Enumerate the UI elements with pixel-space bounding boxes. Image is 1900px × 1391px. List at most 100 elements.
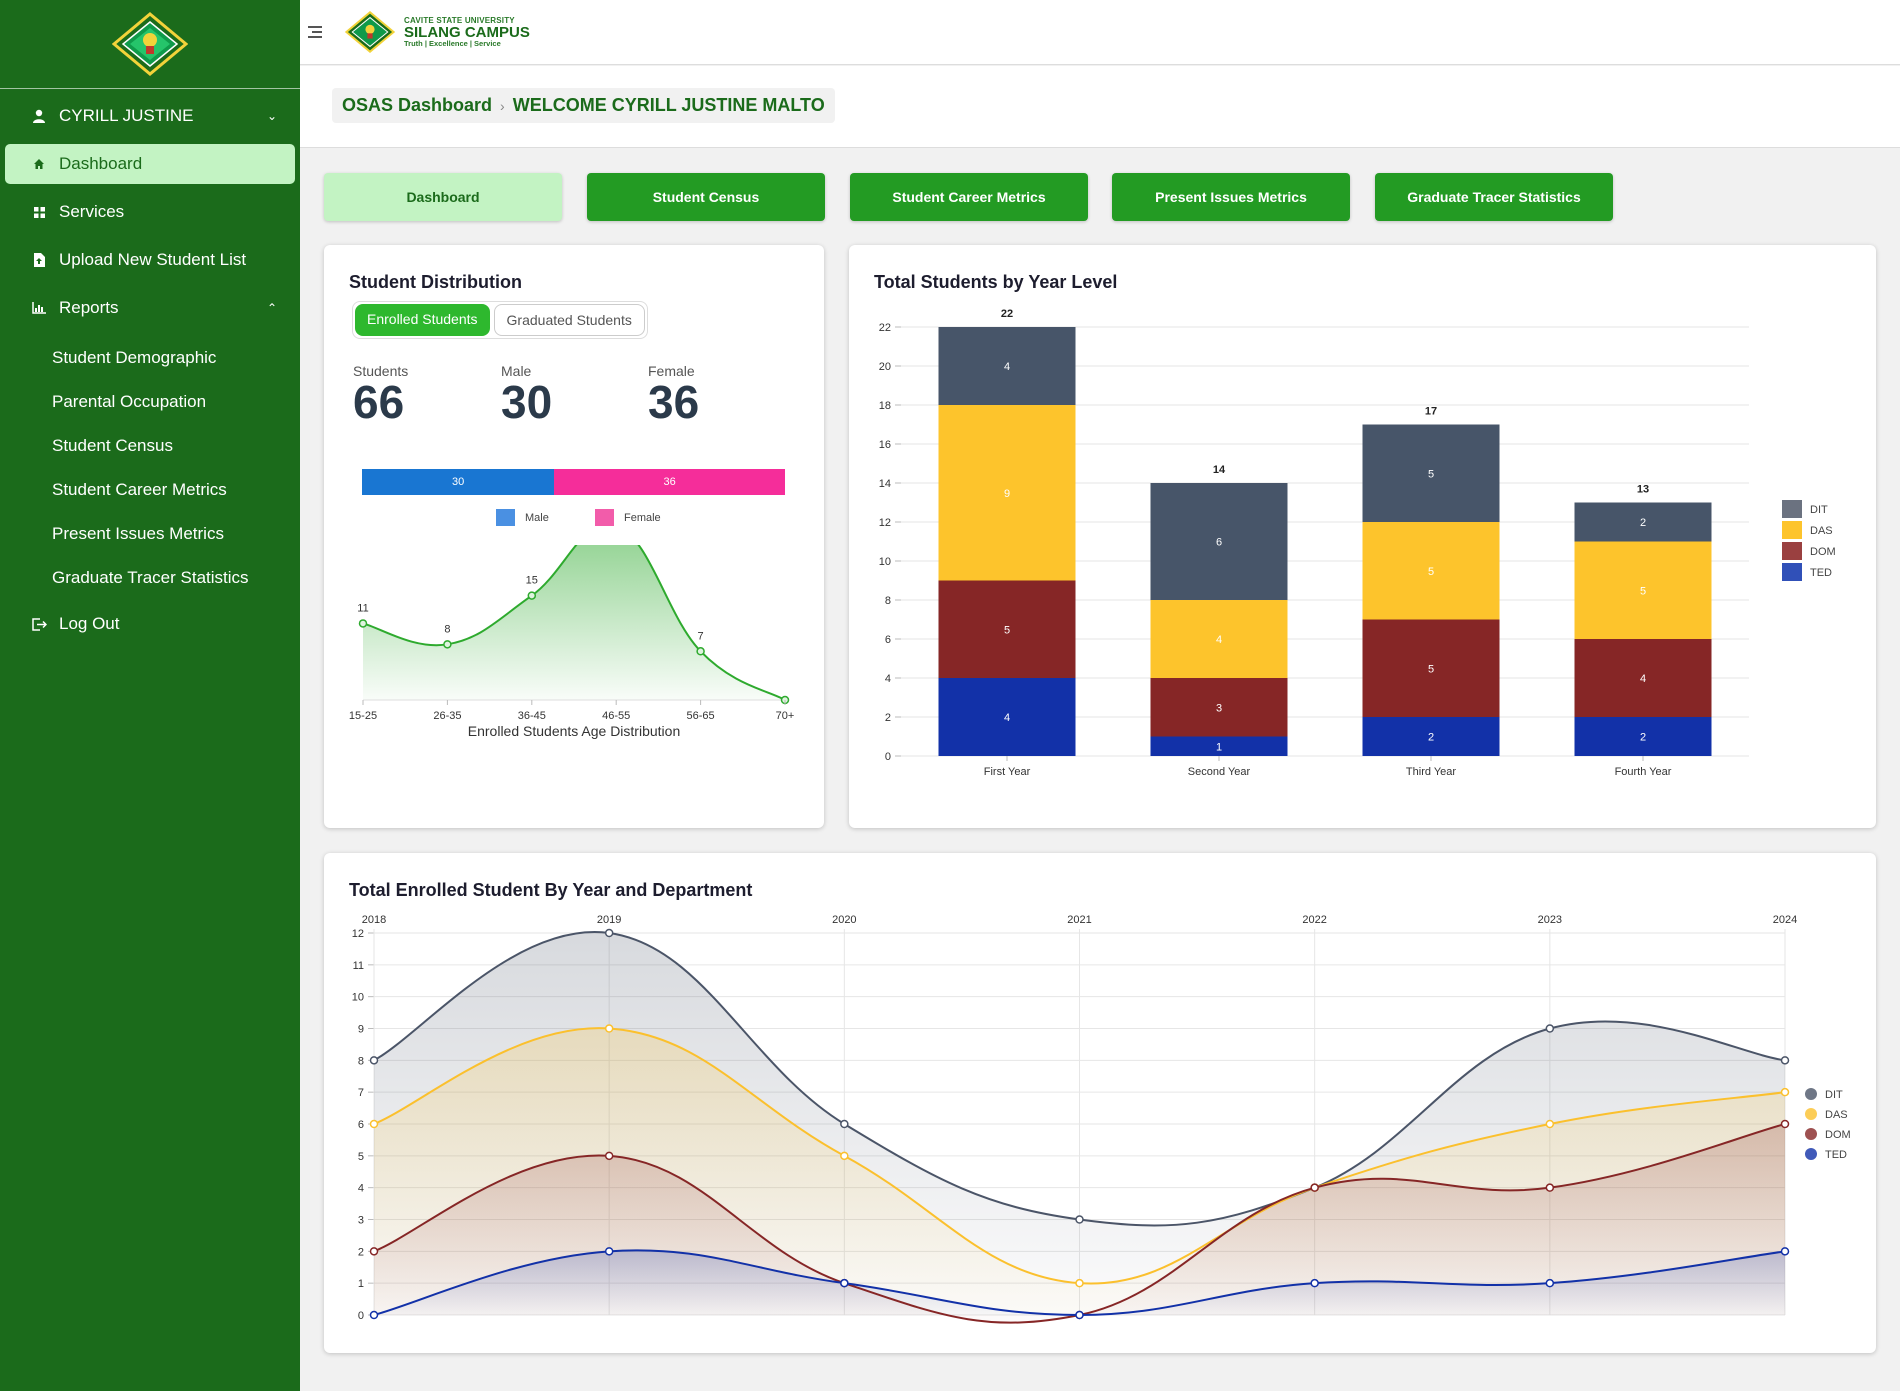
chevron-up-icon: ⌃ [266, 301, 277, 315]
data-point [604, 1247, 614, 1256]
menu-toggle-icon[interactable] [308, 23, 326, 41]
bar-segment-ted [1362, 717, 1500, 756]
bar-segment-ted [1574, 717, 1712, 756]
x-tick-label: 26-35 [433, 710, 461, 722]
brand-text: CAVITE STATE UNIVERSITY SILANG CAMPUS Tr… [404, 16, 530, 48]
data-point [1545, 1119, 1555, 1129]
data-label: 15 [526, 575, 538, 587]
bar-segment-dit [938, 327, 1076, 405]
legend-male[interactable]: Male [496, 509, 549, 526]
y-tick-label: 4 [358, 1183, 364, 1195]
legend-label: DIT [1825, 1089, 1843, 1101]
motto: Truth | Excellence | Service [404, 38, 501, 48]
legend-label: TED [1825, 1149, 1847, 1161]
bar-segment-dom [1150, 678, 1288, 737]
submenu-parental-occupation[interactable]: Parental Occupation [52, 392, 207, 411]
card-title: Student Distribution [349, 272, 522, 292]
x-tick-label: 2021 [1067, 914, 1091, 926]
students-stat: Students 66 [353, 363, 408, 425]
tab-present-issues-metrics[interactable]: Present Issues Metrics [1112, 173, 1350, 221]
y-tick-label: 1 [358, 1278, 364, 1290]
student-distribution-card: Student Distribution Enrolled Students G… [324, 245, 824, 828]
stat-label: Students [353, 363, 409, 379]
submenu-student-census[interactable]: Student Census [52, 436, 173, 455]
sidebar-item-services[interactable]: Services [5, 192, 295, 232]
segment-label: 5 [1428, 663, 1434, 675]
breadcrumb-root[interactable]: OSAS Dashboard [342, 95, 493, 115]
file-upload-icon [29, 253, 49, 267]
y-tick-label: 22 [879, 322, 891, 334]
submenu-student-career-metrics[interactable]: Student Career Metrics [52, 480, 227, 499]
bar-segment-das [1362, 522, 1500, 620]
stat-label: Male [501, 363, 532, 379]
sidebar-item-reports[interactable]: Reports ⌃ [5, 288, 295, 328]
bar-segment-dom [938, 580, 1076, 678]
reports-submenu: Student Demographic Parental Occupation … [0, 336, 300, 600]
enrolled-students-toggle[interactable]: Enrolled Students [355, 304, 490, 336]
home-icon [29, 158, 49, 170]
user-menu[interactable]: CYRILL JUSTINE ⌄ [5, 93, 295, 139]
legend-swatch [1782, 542, 1802, 560]
y-tick-label: 6 [358, 1119, 364, 1131]
legend-label: DOM [1825, 1129, 1851, 1141]
data-point [369, 1310, 379, 1320]
area-fill-ted [374, 1250, 1785, 1315]
x-tick-label: 70+ [776, 710, 795, 722]
submenu-graduate-tracer-statistics[interactable]: Graduate Tracer Statistics [52, 568, 249, 587]
submenu-present-issues-metrics[interactable]: Present Issues Metrics [52, 524, 224, 543]
data-point [1545, 1278, 1555, 1288]
segment-label: 5 [1428, 468, 1434, 480]
y-tick-label: 18 [879, 400, 891, 412]
submenu-student-demographic[interactable]: Student Demographic [52, 348, 217, 367]
chart-icon [29, 302, 49, 314]
user-name: CYRILL JUSTINE [59, 106, 194, 125]
card-title: Total Enrolled Student By Year and Depar… [349, 880, 753, 900]
bar-segment-das [938, 405, 1076, 581]
sidebar-item-dashboard[interactable]: Dashboard [5, 144, 295, 184]
graduated-students-toggle[interactable]: Graduated Students [493, 304, 645, 336]
sidebar-item-label: Upload New Student List [59, 250, 247, 269]
x-tick-label: 2018 [362, 914, 386, 926]
bar-total-label: 14 [1213, 464, 1226, 476]
sidebar-item-label: Reports [59, 298, 119, 317]
segment-label: 6 [1216, 537, 1222, 549]
sidebar-item-upload[interactable]: Upload New Student List [5, 240, 295, 280]
female-stat: Female 36 [648, 363, 699, 425]
year-level-card: Total Students by Year Level 0 2 4 6 8 10 12 14… [849, 245, 1876, 828]
tab-student-census[interactable]: Student Census [587, 173, 825, 221]
legend-swatch [595, 509, 614, 526]
legend-female[interactable]: Female [595, 509, 661, 526]
bar-total-label: 17 [1425, 406, 1437, 418]
x-tick-label: Second Year [1188, 766, 1251, 778]
legend-swatch [1805, 1088, 1817, 1100]
logout-label: Log Out [59, 614, 120, 633]
sidebar-logo-area [0, 0, 300, 89]
data-label: 7 [698, 630, 704, 642]
tab-student-career-metrics[interactable]: Student Career Metrics [850, 173, 1088, 221]
legend-label: DOM [1810, 546, 1836, 558]
x-tick-label: 15-25 [349, 710, 377, 722]
logout-link[interactable]: Log Out [5, 604, 295, 644]
tab-dashboard[interactable]: Dashboard [324, 173, 562, 221]
sidebar-item-label: Services [59, 202, 125, 221]
x-tick-label: First Year [984, 766, 1031, 778]
tab-graduate-tracer-statistics[interactable]: Graduate Tracer Statistics [1375, 173, 1613, 221]
legend-label: DAS [1810, 525, 1833, 537]
user-icon [29, 109, 49, 123]
y-tick-label: 0 [885, 751, 891, 763]
stat-value: 36 [648, 376, 700, 428]
x-tick-label: 46-55 [602, 710, 630, 722]
bar-segment-dit [1574, 502, 1712, 542]
university-seal-logo [112, 12, 188, 76]
segment-label: 4 [1216, 634, 1222, 646]
x-tick-label: 2022 [1302, 914, 1326, 926]
data-point [604, 928, 614, 938]
bar-segment-ted [1150, 736, 1288, 756]
legend-label: TED [1810, 567, 1832, 579]
age-area-fill [363, 545, 785, 700]
x-tick-label: 2024 [1773, 914, 1797, 926]
bar-segment-dom [1362, 619, 1500, 717]
breadcrumb: OSAS Dashboard › WELCOME CYRILL JUSTINE … [332, 88, 835, 123]
